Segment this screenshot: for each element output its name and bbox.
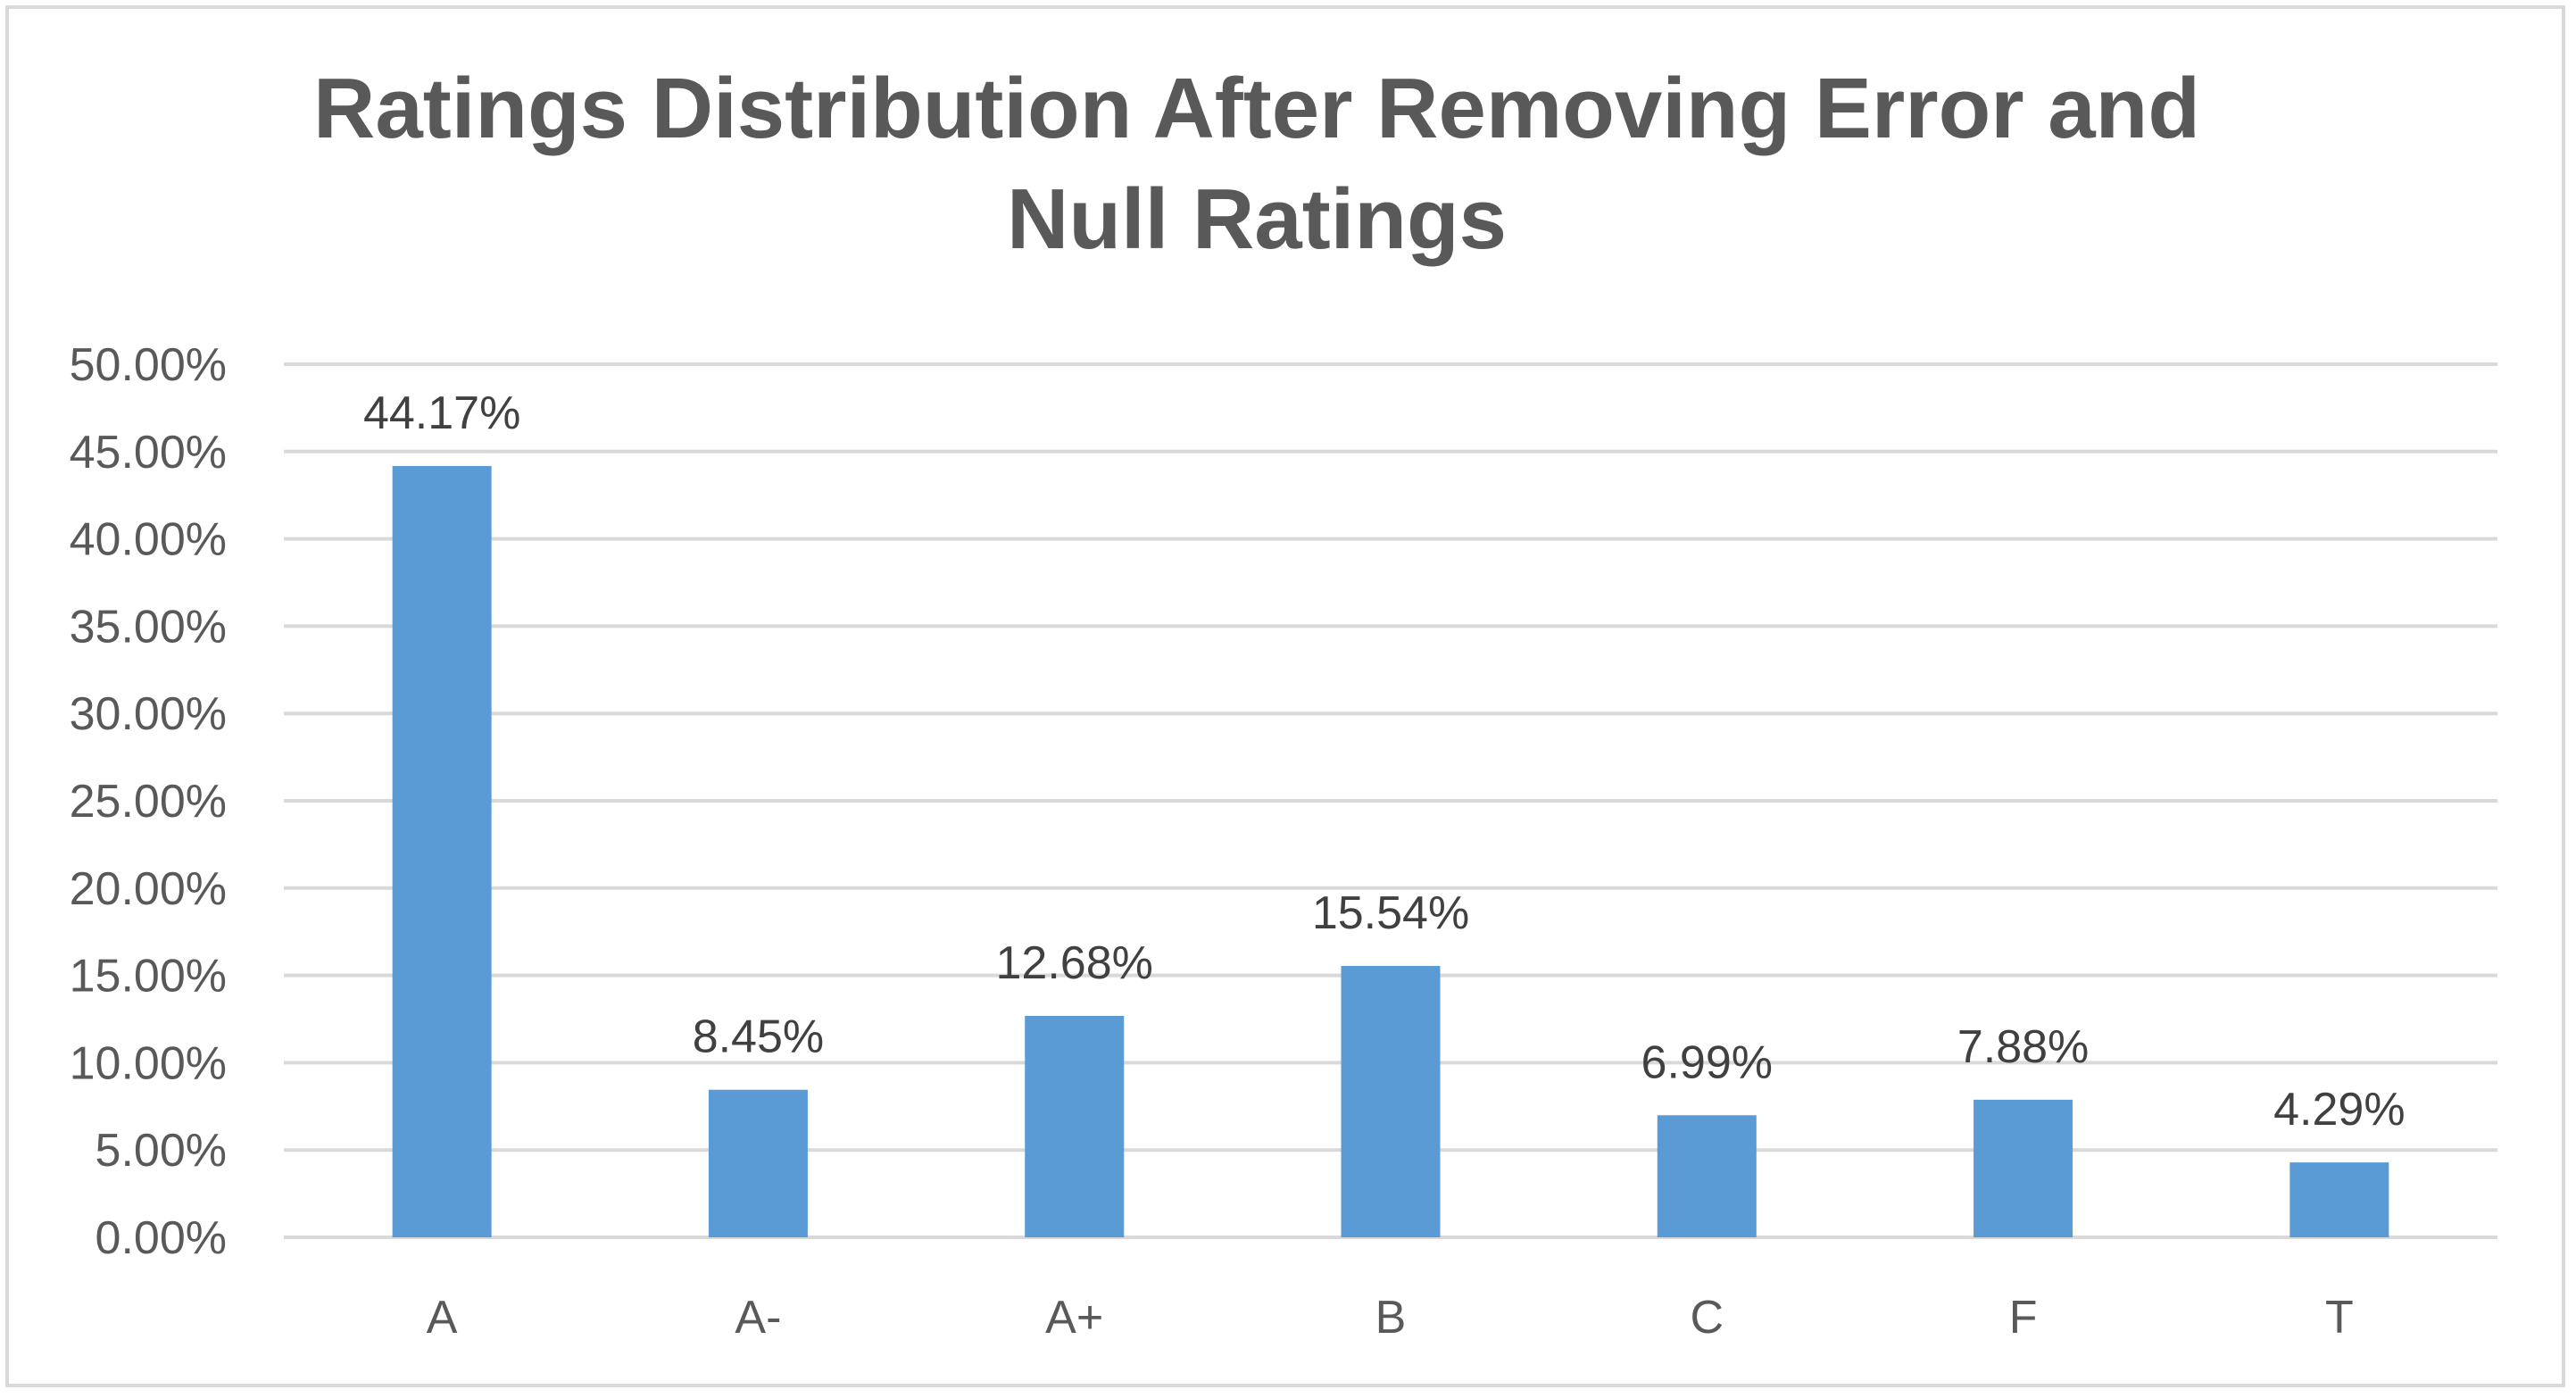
chart-title: Ratings Distribution After Removing Erro…: [313, 61, 2200, 267]
bar-F: [1974, 1099, 2073, 1237]
y-tick-label: 5.00%: [96, 1125, 227, 1177]
y-tick-label: 45.00%: [70, 427, 227, 478]
y-tick-label: 20.00%: [70, 863, 227, 915]
y-tick-label: 30.00%: [70, 688, 227, 740]
data-label: 15.54%: [1312, 887, 1469, 939]
y-axis-tick-labels: 0.00% 5.00% 10.00% 15.00% 20.00% 25.00% 30.00%…: [70, 339, 227, 1264]
bars: [392, 466, 2389, 1237]
y-tick-label: 0.00%: [96, 1212, 227, 1264]
bar-T: [2289, 1162, 2389, 1237]
data-label: 8.45%: [693, 1011, 824, 1063]
x-tick-label: A+: [1045, 1292, 1103, 1344]
x-tick-label: T: [2325, 1292, 2354, 1344]
bar-A: [392, 466, 492, 1237]
x-tick-label: A-: [735, 1292, 781, 1344]
data-label: 44.17%: [363, 387, 520, 439]
chart-title-container: Ratings Distribution After Removing Erro…: [0, 54, 2576, 275]
data-label: 12.68%: [996, 937, 1153, 989]
data-label: 6.99%: [1641, 1036, 1773, 1088]
bar-B: [1341, 966, 1441, 1237]
bar-A+: [1025, 1015, 1125, 1237]
y-tick-label: 40.00%: [70, 514, 227, 566]
x-tick-label: B: [1375, 1292, 1407, 1344]
y-tick-label: 25.00%: [70, 776, 227, 828]
bar-A-: [708, 1089, 808, 1237]
y-tick-label: 15.00%: [70, 951, 227, 1003]
x-tick-label: C: [1691, 1292, 1724, 1344]
x-axis-tick-labels: A A- A+ B C F T: [427, 1292, 2354, 1344]
data-labels: 44.17% 8.45% 12.68% 15.54% 6.99% 7.88% 4.29%: [363, 387, 2406, 1136]
data-label: 7.88%: [1957, 1021, 2089, 1073]
data-label: 4.29%: [2273, 1084, 2405, 1136]
bar-C: [1657, 1115, 1757, 1237]
x-tick-label: F: [2009, 1292, 2038, 1344]
y-tick-label: 50.00%: [70, 339, 227, 391]
y-tick-label: 35.00%: [70, 601, 227, 653]
x-tick-label: A: [427, 1292, 458, 1344]
y-tick-label: 10.00%: [70, 1037, 227, 1089]
